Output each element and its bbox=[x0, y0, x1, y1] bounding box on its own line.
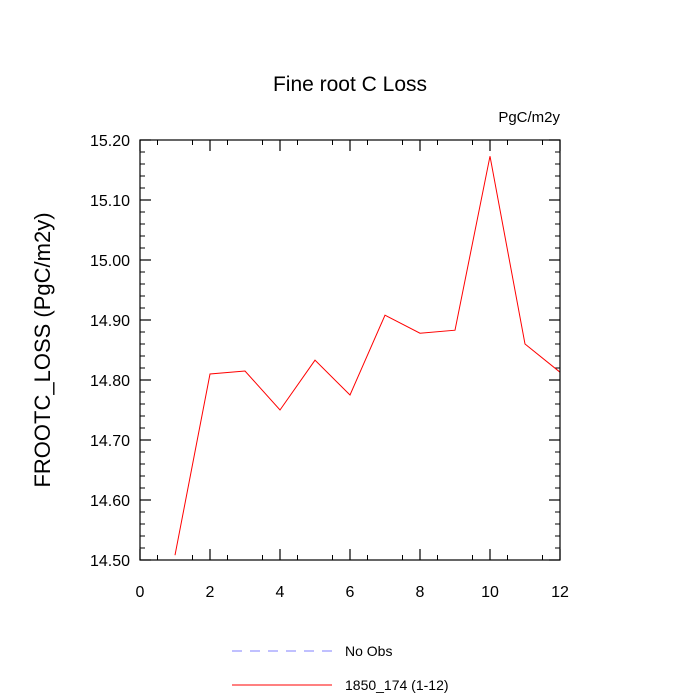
axis-ticks: 0 2 4 6 8 10 12 14.50 14.60 14.70 14.80 14.90 15.00 1… bbox=[90, 133, 569, 601]
x-tick-label: 12 bbox=[551, 584, 569, 601]
y-tick-label: 14.70 bbox=[90, 433, 130, 450]
x-tick-label: 10 bbox=[481, 584, 499, 601]
legend: No Obs 1850_174 (1-12) bbox=[232, 643, 449, 693]
y-tick-label: 15.20 bbox=[90, 133, 130, 150]
y-tick-label: 14.80 bbox=[90, 373, 130, 390]
plot-series bbox=[174, 156, 561, 556]
legend-label-1850-174: 1850_174 (1-12) bbox=[345, 677, 449, 693]
series-line-0 bbox=[174, 156, 561, 556]
y-axis-label: FROOTC_LOSS (PgC/m2y) bbox=[30, 212, 55, 487]
x-tick-label: 4 bbox=[276, 584, 285, 601]
y-tick-label: 15.10 bbox=[90, 193, 130, 210]
x-tick-label: 6 bbox=[346, 584, 355, 601]
units-label: PgC/m2y bbox=[498, 109, 560, 126]
y-tick-label: 14.90 bbox=[90, 313, 130, 330]
y-tick-label: 14.50 bbox=[90, 553, 130, 570]
y-tick-label: 15.00 bbox=[90, 253, 130, 270]
y-tick-label: 14.60 bbox=[90, 493, 130, 510]
chart-title: Fine root C Loss bbox=[273, 73, 427, 96]
x-tick-label: 8 bbox=[416, 584, 425, 601]
x-tick-label: 0 bbox=[136, 584, 145, 601]
x-tick-label: 2 bbox=[206, 584, 215, 601]
legend-label-no-obs: No Obs bbox=[345, 643, 392, 659]
plot-frame bbox=[139, 139, 561, 561]
